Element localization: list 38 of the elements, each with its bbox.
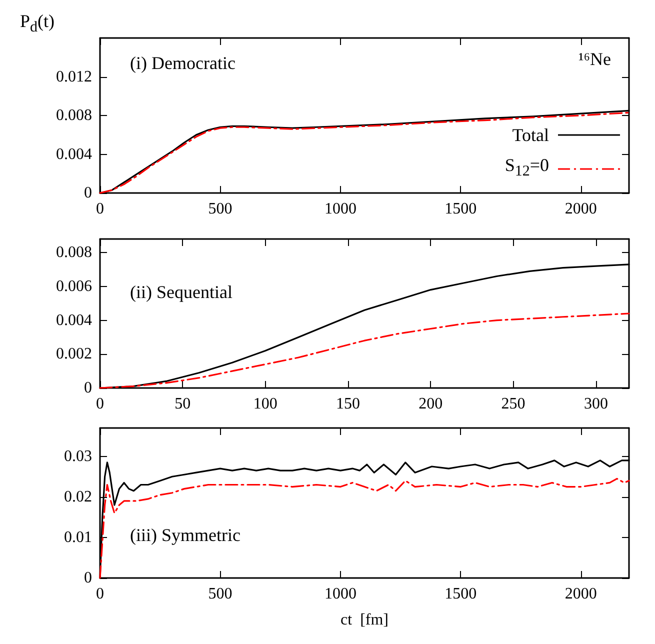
x-tick-label: 1000 xyxy=(324,586,356,602)
x-tick-label: 1500 xyxy=(444,586,477,602)
x-tick-label: 2000 xyxy=(564,586,597,602)
annotation: (i) Democratic xyxy=(130,53,236,73)
y-tick-label: 0.012 xyxy=(56,68,92,86)
y-tick-label: 0.03 xyxy=(64,448,92,465)
x-tick-label: 200 xyxy=(418,396,443,412)
y-tick-label: 0 xyxy=(84,570,92,586)
x-tick-label: 300 xyxy=(584,396,608,412)
y-tick-label: 0.002 xyxy=(56,346,92,363)
x-tick-label: 1500 xyxy=(444,200,477,218)
y-tick-label: 0.02 xyxy=(64,488,92,506)
y-tick-label: 0.004 xyxy=(56,312,92,329)
annotation: (ii) Sequential xyxy=(130,282,232,302)
x-tick-label: 2000 xyxy=(564,200,597,218)
y-tick-label: 0.008 xyxy=(56,107,92,124)
y-tick-label: 0 xyxy=(84,184,92,202)
x-tick-label: 0 xyxy=(96,200,104,218)
x-tick-label: 250 xyxy=(501,396,526,412)
x-tick-label: 1000 xyxy=(324,200,356,218)
x-axis-title: ct [fm] xyxy=(340,612,388,628)
x-tick-label: 0 xyxy=(96,586,104,602)
legend-label: S$_{12}$=0 xyxy=(504,154,549,182)
y-tick-label: 0.01 xyxy=(64,528,92,546)
x-tick-label: 500 xyxy=(208,200,232,218)
x-tick-label: 0 xyxy=(96,396,104,412)
y-tick-label: 0 xyxy=(84,380,92,396)
y-axis-title: P$_{d}$(t) xyxy=(20,10,55,38)
legend-label: Total xyxy=(512,124,549,146)
y-tick-label: 0.006 xyxy=(56,278,92,295)
x-tick-label: 100 xyxy=(253,396,278,412)
x-tick-label: 150 xyxy=(336,396,360,412)
y-tick-label: 0.008 xyxy=(56,244,92,262)
annotation: (iii) Symmetric xyxy=(130,525,240,545)
x-tick-label: 500 xyxy=(208,586,232,602)
y-tick-label: 0.004 xyxy=(56,146,92,163)
x-tick-label: 50 xyxy=(174,396,191,412)
annotation: ¹⁶Ne xyxy=(578,49,612,69)
